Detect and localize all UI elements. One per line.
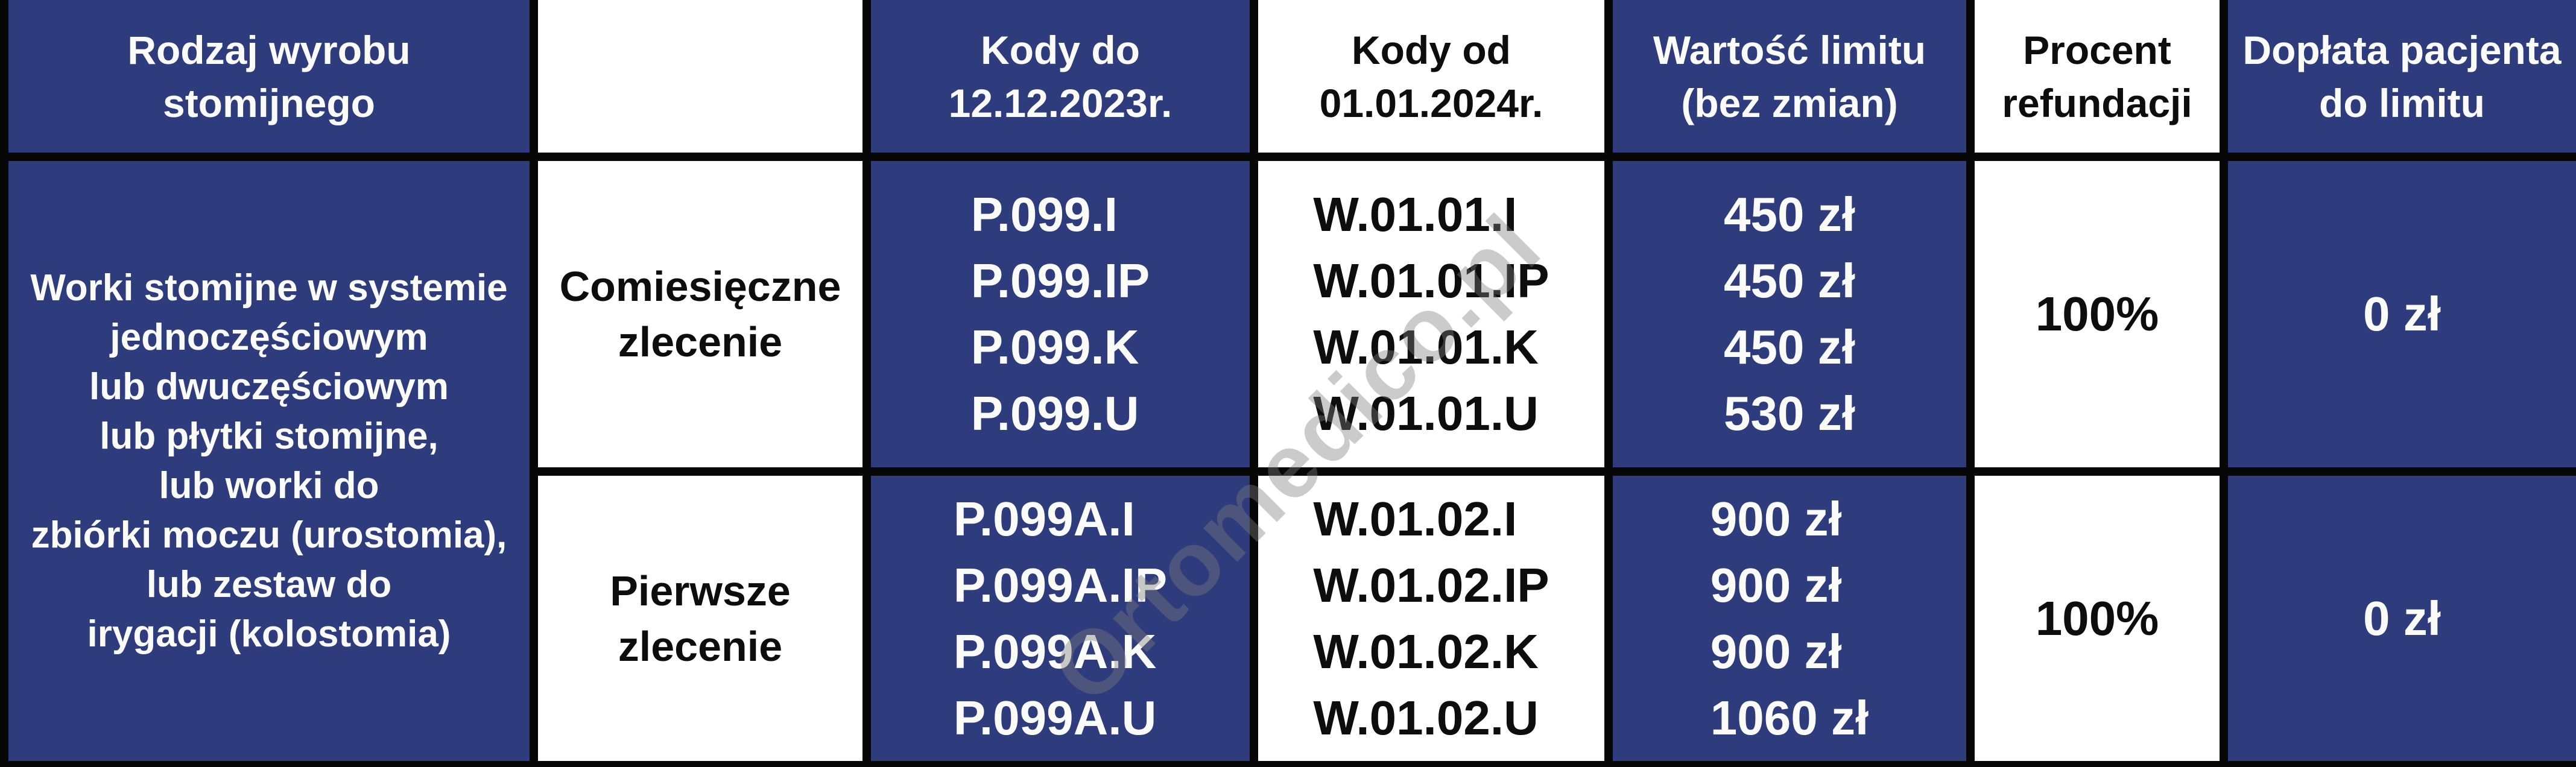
cell-codes-new-first: W.01.02.I W.01.02.IP W.01.02.K W.01.02.U bbox=[1258, 476, 1604, 761]
cell-codes-old-first: P.099A.I P.099A.IP P.099A.K P.099A.U bbox=[871, 476, 1250, 761]
cell-order-type-first: Pierwsze zlecenie bbox=[538, 476, 862, 761]
header-limit-value: Wartość limitu (bez zmian) bbox=[1613, 0, 1966, 153]
limits-first-text: 900 zł 900 zł 900 zł 1060 zł bbox=[1710, 491, 1869, 745]
header-product-type: Rodzaj wyrobu stomijnego bbox=[8, 0, 530, 153]
cell-refund-first: 100% bbox=[1975, 476, 2220, 761]
cell-codes-new-monthly: W.01.01.I W.01.01.IP W.01.01.K W.01.01.U bbox=[1258, 161, 1604, 467]
cell-copay-monthly: 0 zł bbox=[2228, 161, 2576, 467]
cell-refund-monthly: 100% bbox=[1975, 161, 2220, 467]
codes-new-monthly-text: W.01.01.I W.01.01.IP W.01.01.K W.01.01.U bbox=[1313, 188, 1549, 440]
cell-product-description: Worki stomijne w systemie jednoczęściowy… bbox=[8, 161, 530, 761]
cell-copay-first: 0 zł bbox=[2228, 476, 2576, 761]
cell-limits-first: 900 zł 900 zł 900 zł 1060 zł bbox=[1613, 476, 1966, 761]
header-refund-percent: Procent refundacji bbox=[1975, 0, 2220, 153]
header-blank bbox=[538, 0, 862, 153]
cell-order-type-monthly: Comiesięczne zlecenie bbox=[538, 161, 862, 467]
header-codes-until: Kody do 12.12.2023r. bbox=[871, 0, 1250, 153]
codes-new-first-text: W.01.02.I W.01.02.IP W.01.02.K W.01.02.U bbox=[1313, 491, 1549, 745]
limits-monthly-text: 450 zł 450 zł 450 zł 530 zł bbox=[1724, 188, 1855, 440]
codes-old-monthly-text: P.099.I P.099.IP P.099.K P.099.U bbox=[970, 188, 1150, 440]
header-codes-from: Kody od 01.01.2024r. bbox=[1258, 0, 1604, 153]
cell-limits-monthly: 450 zł 450 zł 450 zł 530 zł bbox=[1613, 161, 1966, 467]
cell-codes-old-monthly: P.099.I P.099.IP P.099.K P.099.U bbox=[871, 161, 1250, 467]
header-patient-copay: Dopłata pacjenta do limitu bbox=[2228, 0, 2576, 153]
codes-old-first-text: P.099A.I P.099A.IP P.099A.K P.099A.U bbox=[953, 491, 1168, 745]
